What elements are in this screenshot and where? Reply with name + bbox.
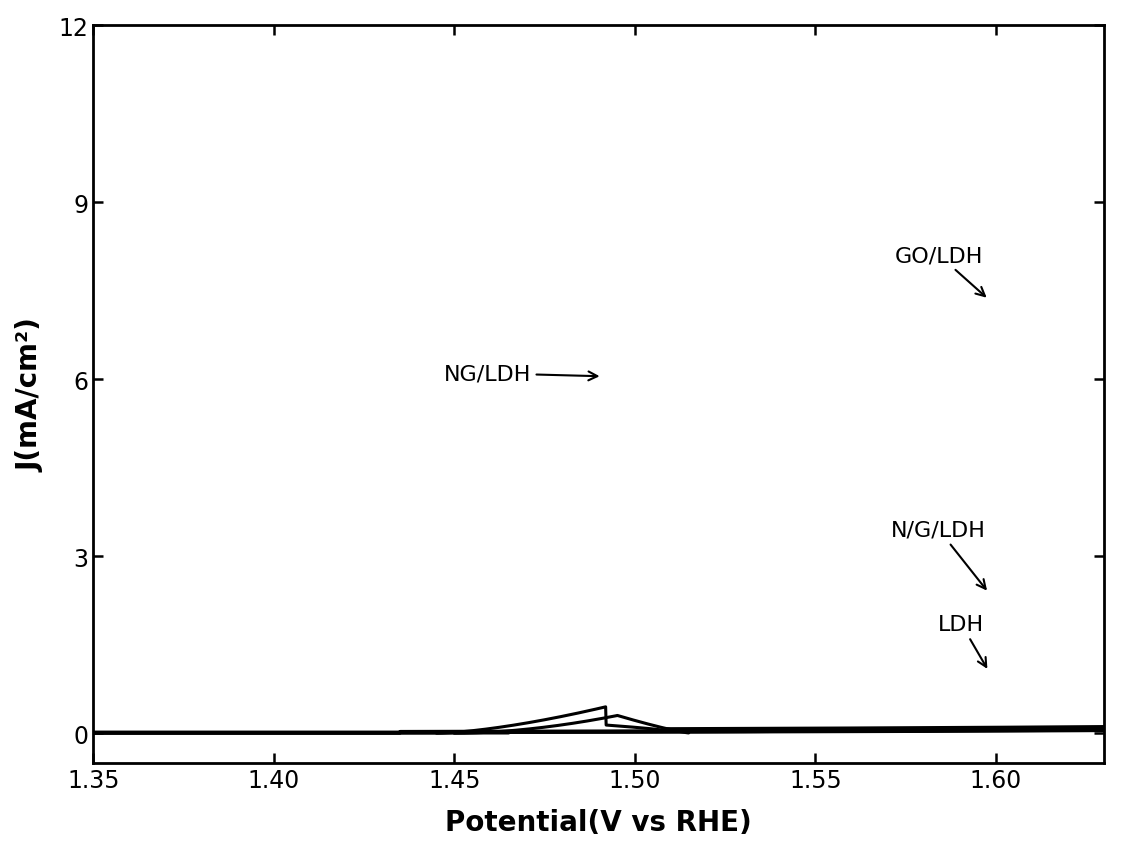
Text: GO/LDH: GO/LDH (895, 246, 985, 297)
X-axis label: Potential(V vs RHE): Potential(V vs RHE) (445, 809, 752, 836)
Y-axis label: J(mA/cm²): J(mA/cm²) (17, 317, 45, 472)
Text: LDH: LDH (938, 614, 986, 667)
Text: NG/LDH: NG/LDH (444, 364, 597, 384)
Text: N/G/LDH: N/G/LDH (891, 520, 986, 589)
